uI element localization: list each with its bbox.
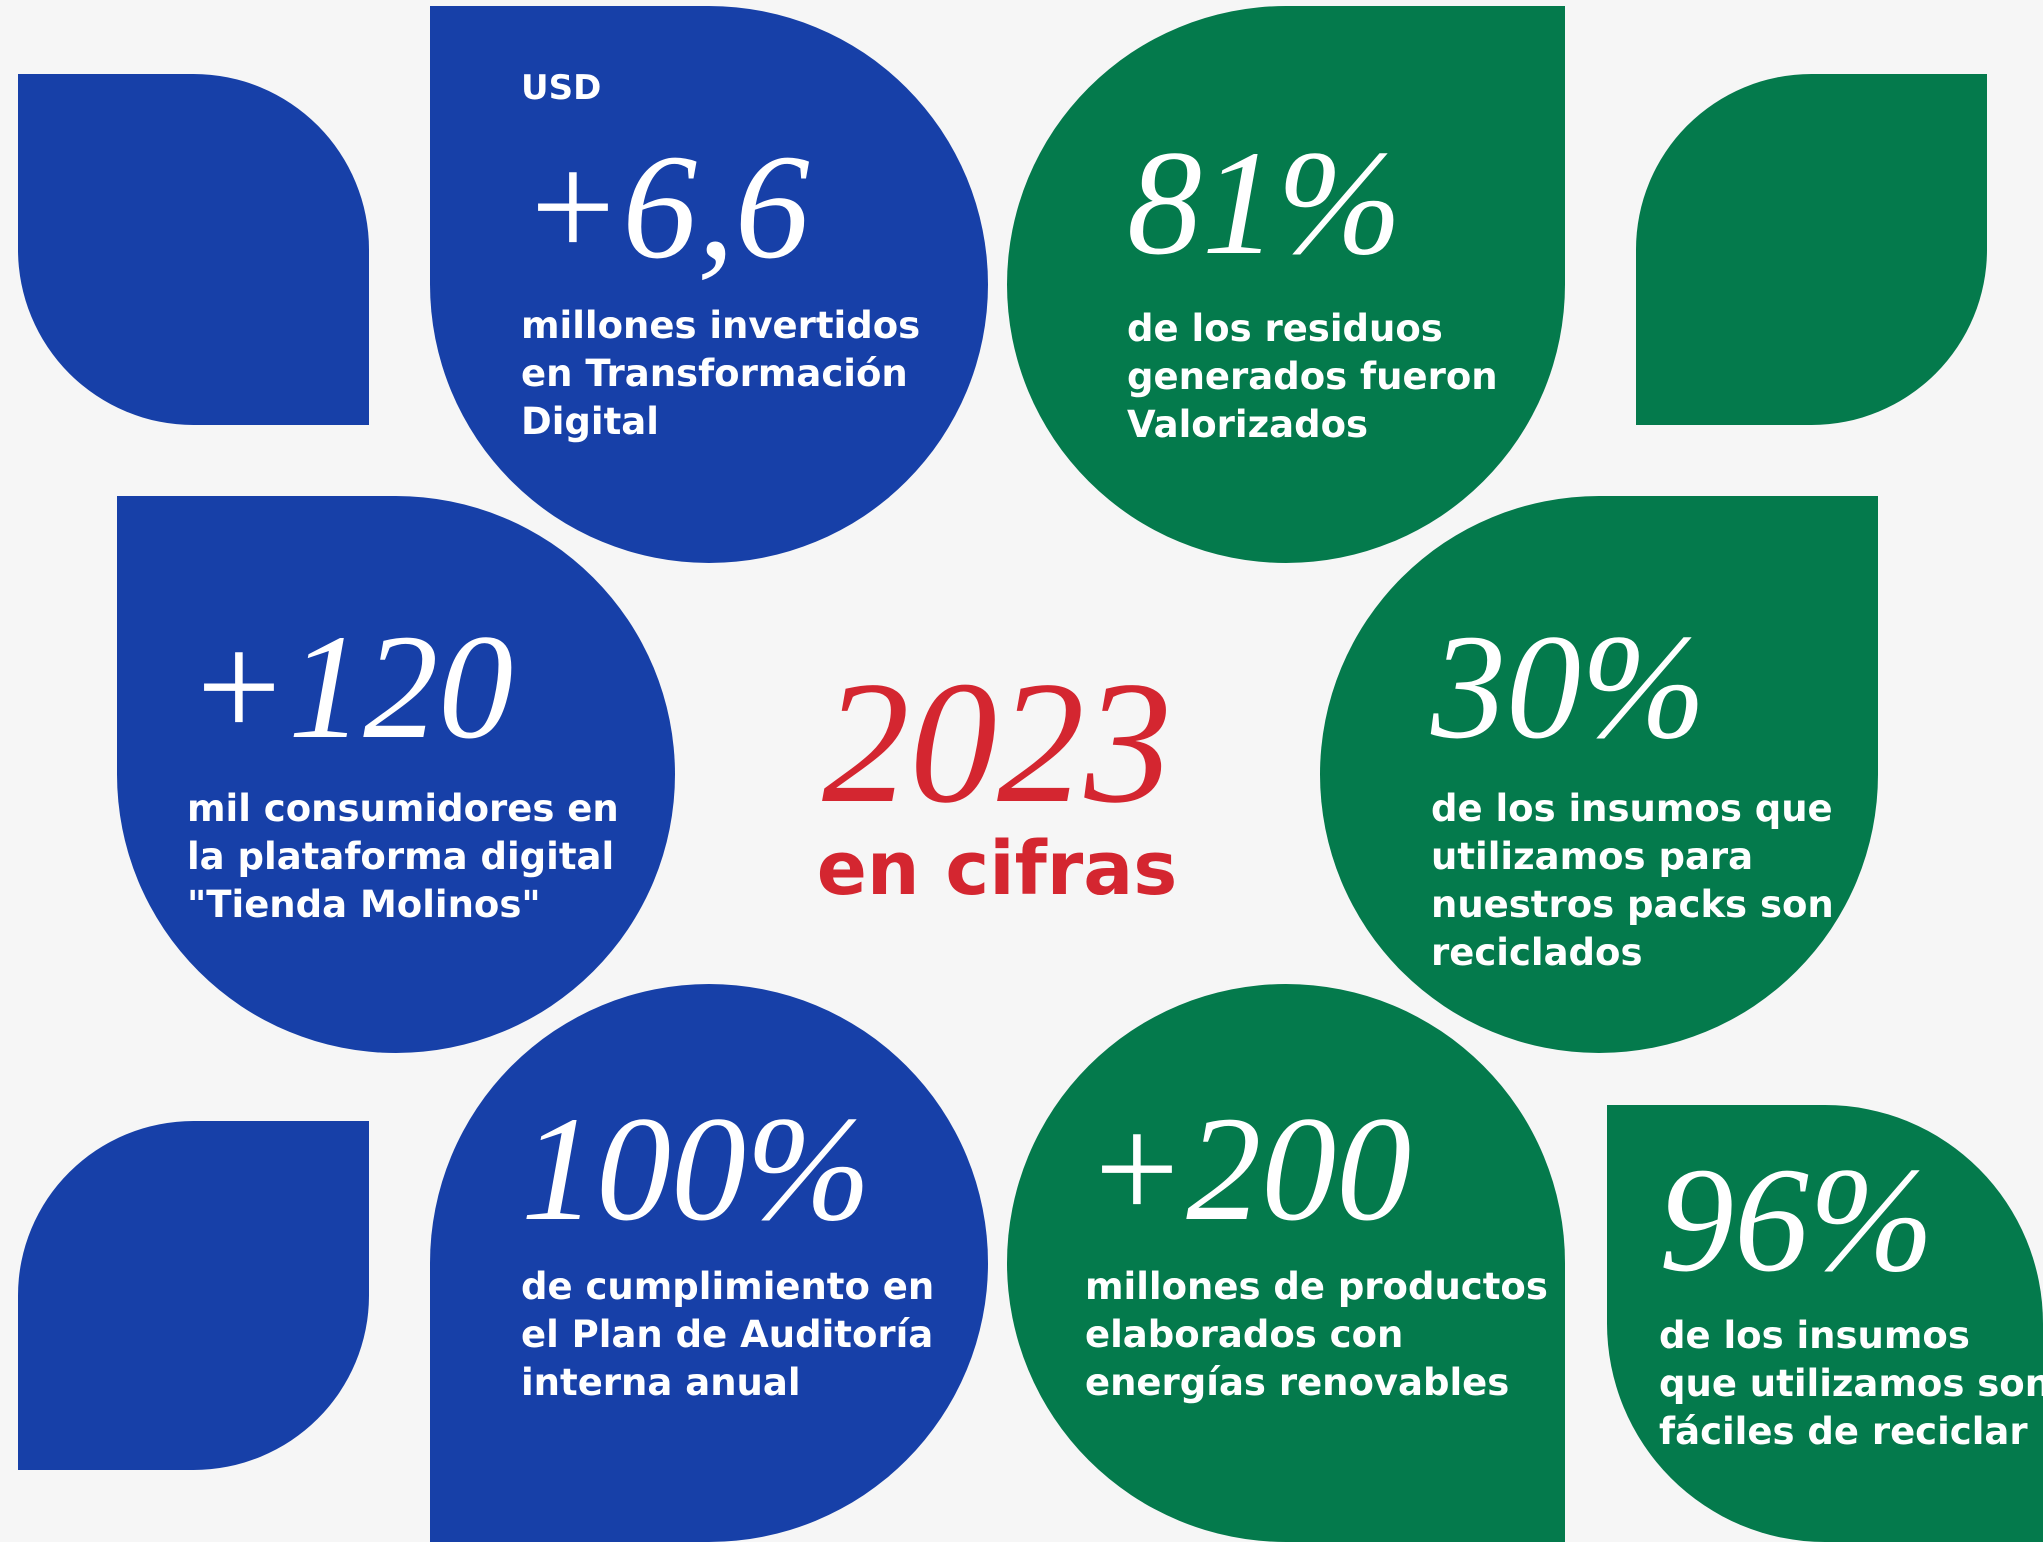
card-text: el Plan de Auditoría (521, 1313, 934, 1356)
card-text: interna anual (521, 1361, 801, 1404)
decor-leaf (1636, 74, 1987, 425)
card-shape (117, 496, 675, 1053)
card-figure: 81% (1127, 120, 1402, 286)
card-text: elaborados con (1085, 1313, 1404, 1356)
card-text: generados fueron (1127, 355, 1498, 398)
card-text: millones de productos (1085, 1265, 1548, 1308)
title-subtitle: en cifras (816, 826, 1178, 912)
card-shape (1007, 984, 1565, 1542)
card-text: Valorizados (1127, 403, 1369, 446)
card-text: "Tienda Molinos" (187, 883, 541, 926)
card-text: reciclados (1431, 931, 1643, 974)
decor-leaf (18, 74, 369, 425)
card-text: fáciles de reciclar (1659, 1410, 2028, 1453)
card-text: de los insumos (1659, 1314, 1970, 1357)
card-figure: 100% (521, 1086, 871, 1252)
card-prefix: USD (521, 68, 602, 108)
card-shape (1607, 1105, 2043, 1542)
decor-leaf (18, 1121, 369, 1470)
card-text: energías renovables (1085, 1361, 1510, 1404)
card-shape (1320, 496, 1878, 1053)
card-shape (1007, 6, 1565, 563)
card-text: que utilizamos son (1659, 1362, 2043, 1405)
card-shape (430, 984, 988, 1542)
card-text: nuestros packs son (1431, 883, 1834, 926)
title-year: 2023 (822, 645, 1172, 839)
card-figure: +6,6 (521, 124, 810, 290)
card-text: en Transformación (521, 352, 908, 395)
card-figure: +120 (187, 604, 514, 770)
card-text: mil consumidores en (187, 787, 619, 830)
card-figure: +200 (1085, 1086, 1412, 1252)
card-text: millones invertidos (521, 304, 921, 347)
card-text: Digital (521, 400, 659, 443)
card-text: la plataforma digital (187, 835, 615, 878)
card-shape (430, 6, 988, 563)
card-text: de los insumos que (1431, 787, 1833, 830)
card-text: de los residuos (1127, 307, 1443, 350)
card-text: de cumplimiento en (521, 1265, 935, 1308)
card-text: utilizamos para (1431, 835, 1754, 878)
card-figure: 96% (1659, 1137, 1934, 1303)
card-figure: 30% (1431, 604, 1706, 770)
